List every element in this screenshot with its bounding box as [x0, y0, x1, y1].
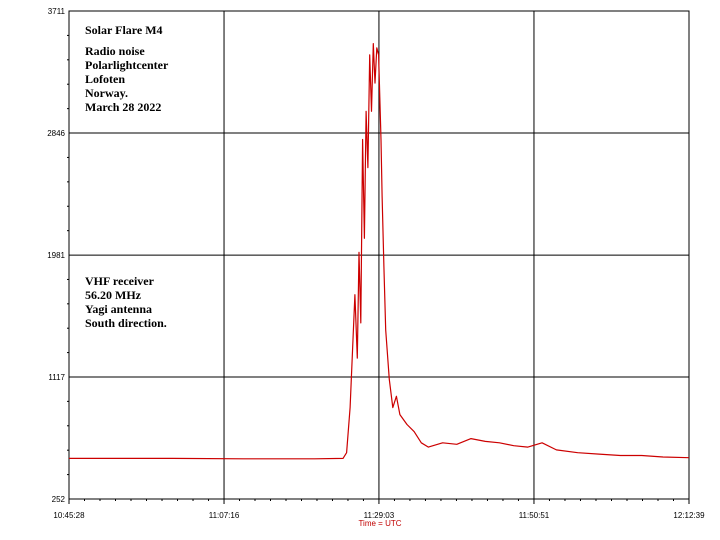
y-tick-label: 1981 — [47, 251, 65, 260]
annotation-line: Yagi antenna — [85, 302, 152, 316]
annotation-block: Solar Flare M4 Radio noise Polarlightcente… — [85, 23, 169, 114]
x-tick-label: 11:29:03 — [364, 511, 395, 520]
x-tick-label: 10:45:28 — [53, 511, 85, 520]
y-tick-label: 2846 — [47, 129, 65, 138]
annotation-line: Solar Flare M4 — [85, 23, 163, 37]
x-tick-label: 11:07:16 — [209, 511, 240, 520]
annotation-line: Lofoten — [85, 72, 125, 86]
annotation-block: VHF receiver 56.20 MHz Yagi antenna South d… — [85, 274, 167, 330]
x-tick-label: 12:12:39 — [673, 511, 705, 520]
annotation-line: Radio noise — [85, 44, 145, 58]
y-tick-label: 3711 — [48, 7, 66, 16]
y-tick-label: 252 — [52, 495, 66, 504]
annotation-line: March 28 2022 — [85, 100, 161, 114]
annotation-line: 56.20 MHz — [85, 288, 142, 302]
x-axis-label: Time = UTC — [358, 519, 401, 528]
x-tick-label: 11:50:51 — [519, 511, 550, 520]
annotations: Solar Flare M4 Radio noise Polarlightcente… — [85, 23, 169, 330]
series-line — [69, 42, 690, 460]
annotation-line: VHF receiver — [85, 274, 155, 288]
y-tick-labels: 252 1117 1981 2846 3711 — [47, 7, 65, 504]
annotation-line: Polarlightcenter — [85, 58, 169, 72]
annotation-line: Norway. — [85, 86, 128, 100]
minor-ticks — [67, 34, 674, 501]
annotation-line: South direction. — [85, 316, 167, 330]
grid-lines — [68, 11, 690, 504]
x-tick-labels: 10:45:28 11:07:16 11:29:03 11:50:51 12:12:39 — [53, 511, 705, 520]
y-tick-label: 1117 — [48, 373, 65, 382]
